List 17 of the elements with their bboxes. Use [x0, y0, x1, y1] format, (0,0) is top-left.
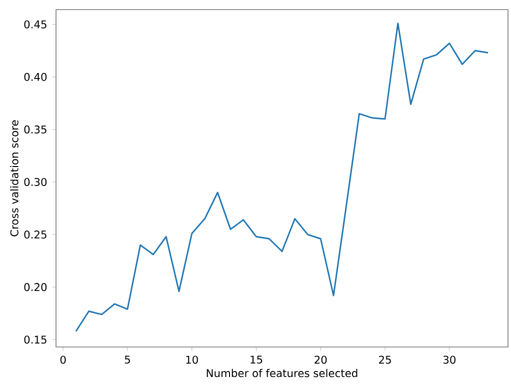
- x-tick-label: 10: [186, 356, 198, 364]
- y-tick-label: 0.45: [24, 20, 46, 28]
- line-series: [75, 22, 489, 332]
- y-tick-label: 0.30: [24, 178, 47, 186]
- x-tick-label: 25: [379, 356, 391, 364]
- x-tick-label: 0: [60, 356, 66, 364]
- y-tick-label: 0.25: [24, 230, 46, 239]
- y-tick-label: 0.20: [24, 283, 47, 292]
- y-tick-label: 0.40: [24, 72, 47, 81]
- y-axis-title: Cross validation score: [10, 120, 18, 236]
- x-axis-title: Number of features selected: [206, 368, 358, 378]
- x-tick-label: 30: [443, 356, 456, 364]
- x-tick-label: 20: [314, 356, 327, 364]
- x-tick-label: 5: [124, 356, 130, 364]
- x-tick-label: 15: [250, 356, 262, 364]
- y-tick-label: 0.35: [24, 125, 46, 134]
- y-tick-label: 0.15: [24, 336, 46, 344]
